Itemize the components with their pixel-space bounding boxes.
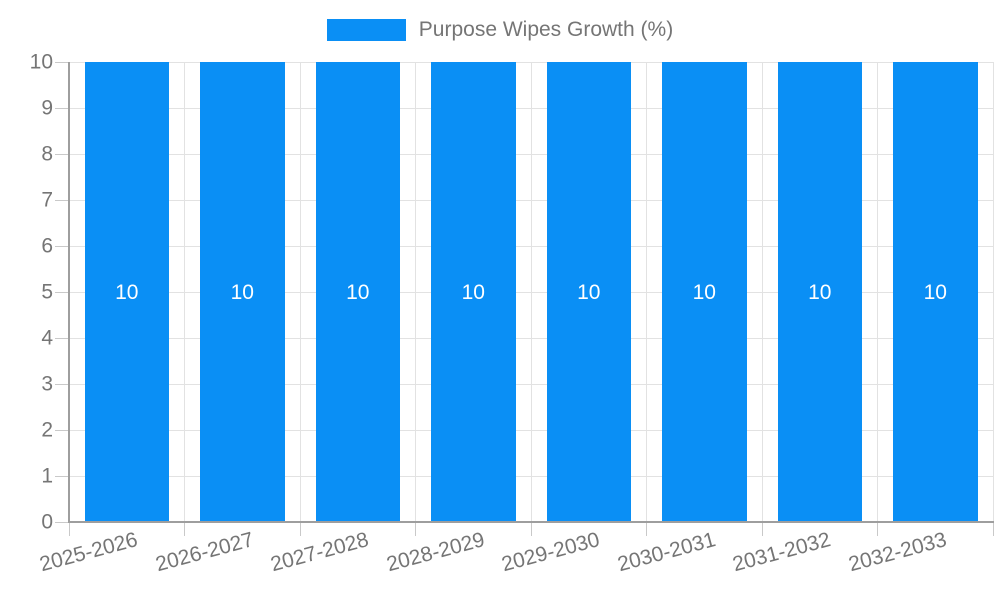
y-tick xyxy=(55,337,69,339)
x-tick xyxy=(877,522,878,536)
x-gridline xyxy=(184,62,185,522)
y-axis-tick-label: 3 xyxy=(41,372,53,396)
y-axis-line xyxy=(68,62,70,523)
x-tick xyxy=(646,522,647,536)
bar-value-label: 10 xyxy=(692,280,716,304)
x-tick xyxy=(299,522,301,536)
y-axis-tick-label: 1 xyxy=(41,464,53,488)
bar-value-label: 10 xyxy=(577,280,601,304)
bar-value-label: 10 xyxy=(808,280,832,304)
y-tick xyxy=(55,475,69,477)
x-axis-tick-label: 2032-2033 xyxy=(845,528,949,577)
bar: 10 xyxy=(546,62,631,522)
bar-value-label: 10 xyxy=(230,280,254,304)
x-gridline xyxy=(761,62,763,522)
bar: 10 xyxy=(893,62,978,522)
x-gridline xyxy=(877,62,878,522)
y-axis-tick-label: 2 xyxy=(41,418,53,442)
y-axis-tick-label: 6 xyxy=(41,234,53,258)
x-gridline xyxy=(299,62,301,522)
y-tick xyxy=(55,61,69,63)
legend: Purpose Wipes Growth (%) xyxy=(0,16,1000,44)
bar: 10 xyxy=(431,62,516,522)
y-axis-tick-label: 10 xyxy=(29,50,53,74)
x-tick xyxy=(992,522,994,536)
x-gridline xyxy=(530,62,532,522)
y-tick xyxy=(55,383,69,385)
y-axis-tick-label: 8 xyxy=(41,142,53,166)
y-tick xyxy=(55,107,69,109)
bar: 10 xyxy=(200,62,285,522)
x-axis-tick-label: 2031-2032 xyxy=(730,528,834,577)
x-gridline xyxy=(646,62,647,522)
legend-swatch-icon xyxy=(326,19,406,41)
x-tick xyxy=(68,522,70,536)
x-axis-tick-label: 2029-2030 xyxy=(499,528,603,577)
legend-label: Purpose Wipes Growth (%) xyxy=(418,18,674,41)
x-axis-tick-label: 2025-2026 xyxy=(37,528,141,577)
y-axis-tick-label: 0 xyxy=(41,510,53,534)
x-tick xyxy=(415,522,416,536)
bar-value-label: 10 xyxy=(923,280,947,304)
bar: 10 xyxy=(662,62,747,522)
bar-value-label: 10 xyxy=(115,280,139,304)
x-gridline xyxy=(415,62,416,522)
y-tick xyxy=(55,291,69,293)
y-axis-tick-label: 5 xyxy=(41,280,53,304)
bar: 10 xyxy=(315,62,400,522)
y-axis-tick-label: 7 xyxy=(41,188,53,212)
y-axis-tick-label: 9 xyxy=(41,96,53,120)
x-tick xyxy=(761,522,763,536)
y-tick xyxy=(55,429,69,431)
x-axis-line xyxy=(68,521,994,523)
x-axis-tick-label: 2027-2028 xyxy=(268,528,372,577)
y-tick xyxy=(55,245,69,247)
bar: 10 xyxy=(777,62,862,522)
x-axis-tick-label: 2026-2027 xyxy=(152,528,256,577)
legend-item[interactable]: Purpose Wipes Growth (%) xyxy=(326,18,674,42)
y-tick xyxy=(55,199,69,201)
x-gridline xyxy=(992,62,994,522)
y-tick xyxy=(55,153,69,155)
bar-value-label: 10 xyxy=(461,280,485,304)
x-tick xyxy=(530,522,532,536)
y-tick xyxy=(55,521,69,523)
bar-value-label: 10 xyxy=(346,280,370,304)
bar: 10 xyxy=(84,62,169,522)
y-axis-tick-label: 4 xyxy=(41,326,53,350)
x-tick xyxy=(184,522,185,536)
x-axis-tick-label: 2028-2029 xyxy=(383,528,487,577)
x-axis-tick-label: 2030-2031 xyxy=(614,528,718,577)
